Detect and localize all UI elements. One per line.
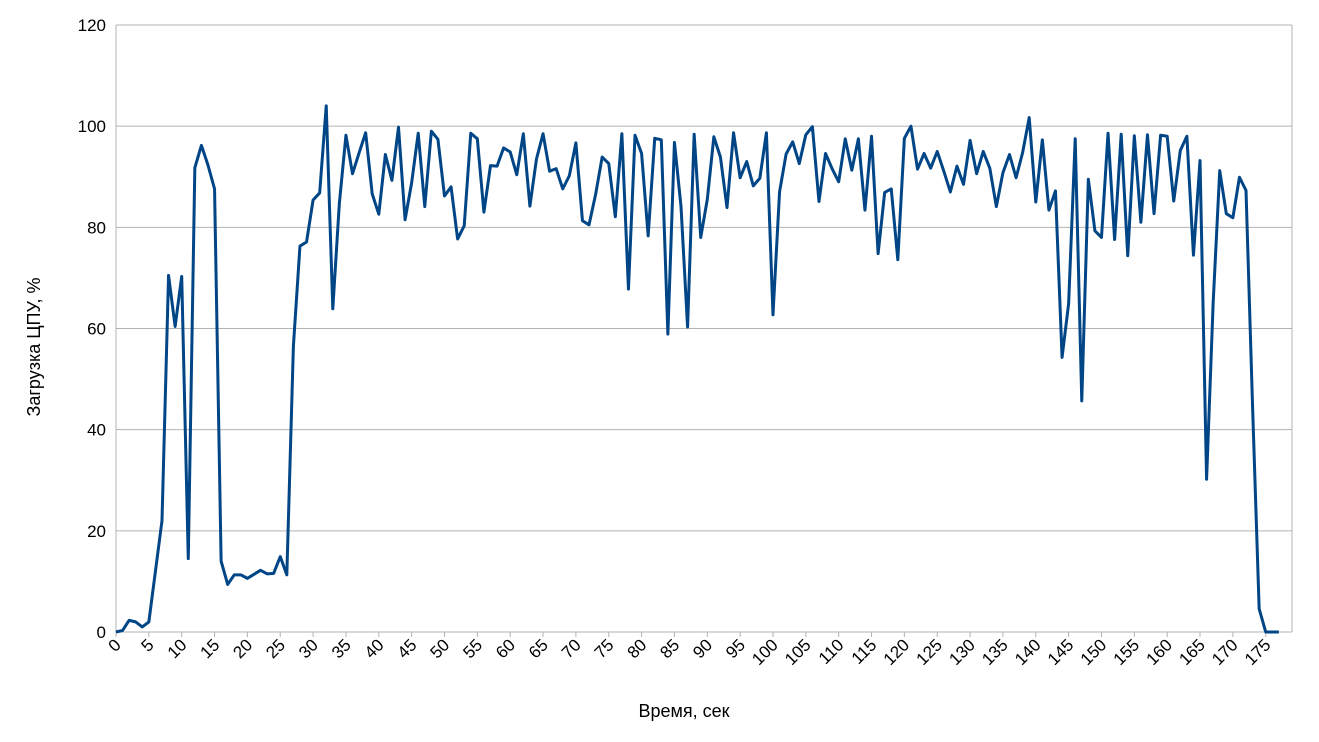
x-tick-label: 95 [722, 635, 749, 662]
x-tick-label: 110 [815, 635, 848, 668]
x-tick-label: 5 [138, 635, 158, 655]
x-tick-label: 15 [197, 635, 224, 662]
y-tick-label: 0 [97, 623, 106, 642]
x-tick-label: 125 [913, 635, 946, 668]
series-line [115, 104, 1279, 634]
x-tick-label: 120 [880, 635, 913, 668]
x-tick-label: 0 [105, 635, 125, 655]
x-tick-label: 45 [394, 635, 421, 662]
x-tick-label: 20 [229, 635, 256, 662]
x-tick-label: 140 [1011, 635, 1044, 668]
x-tick-label: 175 [1241, 635, 1274, 668]
x-tick-label: 30 [295, 635, 322, 662]
x-tick-label: 80 [624, 635, 651, 662]
gridlines [116, 24, 1292, 633]
x-tick-label: 105 [781, 635, 814, 668]
x-tick-label: 55 [459, 635, 486, 662]
x-tick-label: 40 [361, 635, 388, 662]
x-tick-label: 35 [328, 635, 355, 662]
x-tick-label: 165 [1175, 635, 1208, 668]
x-tick-label: 85 [656, 635, 683, 662]
y-tick-label: 80 [87, 218, 106, 237]
x-tick-label: 155 [1110, 635, 1143, 668]
x-tick-label: 25 [262, 635, 289, 662]
y-tick-label: 40 [87, 421, 106, 440]
y-tick-label: 20 [87, 522, 106, 541]
y-axis-label: Загрузка ЦПУ, % [24, 277, 44, 416]
x-tick-label: 150 [1077, 635, 1110, 668]
x-tick-label: 10 [164, 635, 191, 662]
x-axis-label: Время, сек [638, 701, 729, 721]
y-axis-ticks: 0 20 40 60 80 100 120 [78, 16, 106, 642]
x-tick-label: 50 [427, 635, 454, 662]
y-tick-label: 120 [78, 16, 106, 35]
x-tick-label: 100 [748, 635, 781, 668]
x-tick-label: 60 [492, 635, 519, 662]
y-tick-label: 100 [78, 117, 106, 136]
x-tick-label: 135 [978, 635, 1011, 668]
x-tick-label: 160 [1143, 635, 1176, 668]
x-tick-label: 70 [558, 635, 585, 662]
x-tick-label: 90 [689, 635, 716, 662]
x-tick-label: 130 [945, 635, 978, 668]
x-tick-label: 170 [1208, 635, 1241, 668]
y-tick-label: 60 [87, 320, 106, 339]
x-tick-label: 145 [1044, 635, 1077, 668]
x-tick-label: 75 [591, 635, 618, 662]
plot-frame [115, 25, 1293, 632]
x-tick-label: 115 [848, 635, 881, 668]
x-tick-label: 65 [525, 635, 552, 662]
x-axis-ticks: 0 5 10 15 20 25 30 35 40 45 50 55 60 65 70 75 80 85 90 95 10… [105, 632, 1275, 669]
